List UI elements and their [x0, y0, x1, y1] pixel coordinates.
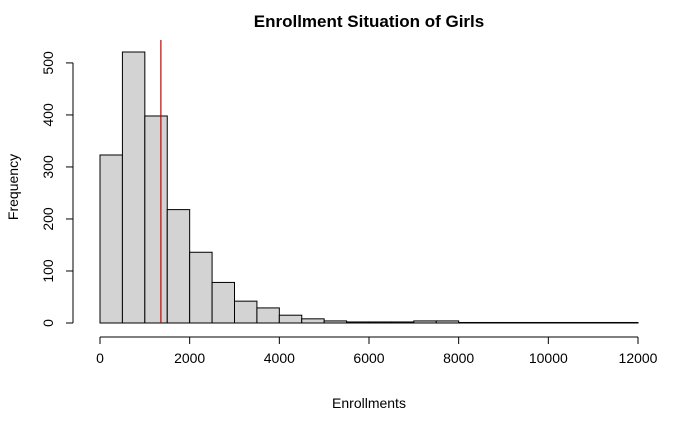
histogram-bars: [99, 51, 639, 324]
x-tick-label: 6000: [353, 350, 384, 366]
y-tick-label: 500: [40, 51, 56, 75]
x-tick-label: 0: [96, 350, 104, 366]
histogram-bar: [166, 209, 191, 324]
histogram-bar: [189, 251, 213, 324]
histogram-bar: [592, 321, 617, 324]
histogram-bar: [144, 115, 168, 324]
histogram-bar: [278, 314, 303, 324]
y-tick-label: 400: [40, 103, 56, 127]
histogram-bar: [256, 307, 280, 324]
x-axis: 0 2000 4000 6000 8000 10000 12000: [96, 336, 658, 366]
histogram-bar: [570, 321, 594, 324]
histogram-bar: [503, 321, 527, 324]
x-tick-label: 12000: [619, 350, 658, 366]
histogram-bar: [547, 321, 572, 324]
y-tick-label: 300: [40, 155, 56, 179]
histogram-bar: [99, 154, 123, 324]
histogram-bar: [301, 318, 325, 324]
histogram-bar: [435, 320, 460, 324]
histogram-bar: [615, 321, 639, 324]
y-tick-label: 0: [40, 319, 56, 327]
y-axis-label: Frequency: [5, 154, 21, 220]
chart-title: Enrollment Situation of Girls: [254, 12, 484, 31]
histogram-bar: [211, 281, 235, 324]
x-tick-label: 10000: [529, 350, 568, 366]
y-tick-label: 200: [40, 207, 56, 231]
y-tick-label: 100: [40, 259, 56, 283]
x-tick-label: 8000: [443, 350, 474, 366]
histogram-bar: [413, 320, 437, 324]
x-tick-label: 2000: [174, 350, 205, 366]
x-tick-label: 4000: [264, 350, 295, 366]
histogram-bar: [121, 51, 146, 324]
histogram-bar: [458, 321, 482, 324]
y-axis: 0 100 200 300 400 500: [40, 51, 74, 327]
histogram-bar: [525, 321, 549, 324]
histogram-bar: [346, 321, 370, 324]
histogram-bar: [480, 321, 505, 324]
histogram-bar: [368, 321, 392, 324]
histogram-bar: [234, 300, 258, 324]
histogram-bar: [390, 321, 415, 324]
x-axis-label: Enrollments: [332, 395, 406, 411]
histogram-bar: [323, 320, 348, 324]
